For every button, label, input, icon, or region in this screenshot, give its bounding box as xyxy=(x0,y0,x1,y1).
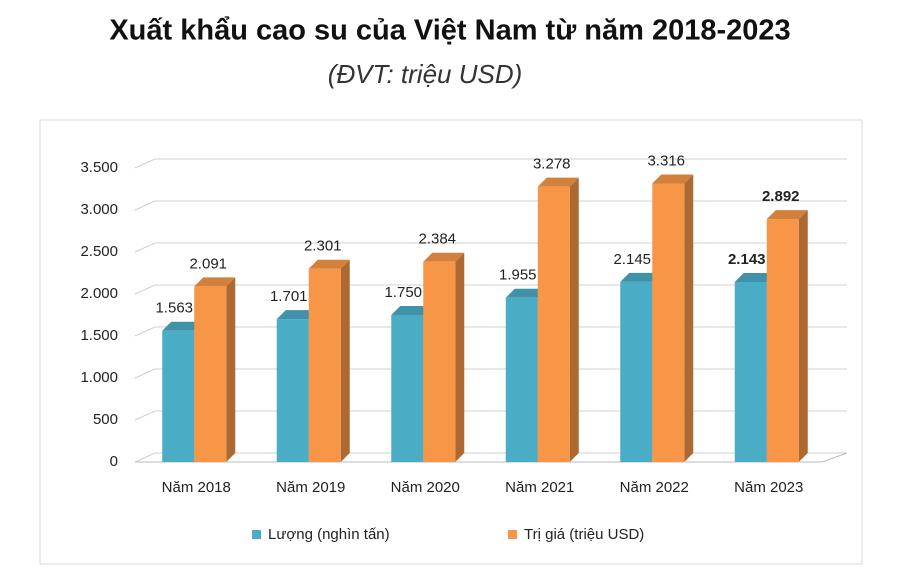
legend-swatch xyxy=(508,530,517,539)
y-tick-label: 1.000 xyxy=(80,369,118,386)
bar xyxy=(766,219,799,462)
bar-side xyxy=(798,210,808,462)
bar-top xyxy=(276,310,318,320)
y-tick-label: 3.000 xyxy=(80,201,118,218)
legend-label: Lượng (nghìn tấn) xyxy=(268,526,390,543)
y-tick-label: 3.500 xyxy=(80,159,118,176)
data-label: 2.091 xyxy=(189,255,227,272)
data-label: 2.301 xyxy=(304,238,342,255)
bar xyxy=(734,281,767,462)
data-label: 3.278 xyxy=(533,156,571,173)
bar-side xyxy=(684,174,694,462)
chart-frame xyxy=(39,119,863,565)
y-tick-label: 2.500 xyxy=(80,243,118,260)
grid-line xyxy=(134,158,847,169)
bar xyxy=(423,261,456,462)
x-tick-label: Năm 2022 xyxy=(620,479,689,496)
data-label: 2.143 xyxy=(728,251,766,268)
bar xyxy=(537,186,570,462)
grid-line xyxy=(134,368,847,379)
grid-line xyxy=(134,200,847,211)
grid-line xyxy=(134,242,847,253)
bar-side xyxy=(226,277,236,462)
bar-top xyxy=(194,277,236,287)
bar-side xyxy=(455,252,465,462)
bar-top xyxy=(423,252,465,262)
bar-top xyxy=(308,259,350,269)
y-tick-label: 500 xyxy=(93,411,118,428)
bar xyxy=(505,297,538,462)
bar-top xyxy=(505,288,547,298)
data-label: 1.955 xyxy=(499,267,537,284)
bar xyxy=(194,286,227,462)
chart-subtitle: (ĐVT: triệu USD) xyxy=(328,59,523,89)
bar xyxy=(276,319,309,462)
bar-top xyxy=(620,272,662,282)
chart-title: Xuất khẩu cao su của Việt Nam từ năm 201… xyxy=(109,15,790,47)
bar-side xyxy=(569,177,579,462)
bar-side xyxy=(340,259,350,462)
x-tick-label: Năm 2021 xyxy=(505,479,574,496)
bar xyxy=(391,315,424,462)
bar xyxy=(652,183,685,462)
data-label: 1.750 xyxy=(384,284,422,301)
x-tick-label: Năm 2023 xyxy=(734,479,803,496)
x-tick-label: Năm 2020 xyxy=(391,479,460,496)
x-tick-label: Năm 2019 xyxy=(276,479,345,496)
data-label: 3.316 xyxy=(647,152,685,169)
bar-top xyxy=(537,177,579,187)
grid-line xyxy=(134,410,847,421)
bar-top xyxy=(734,272,776,282)
data-label: 2.384 xyxy=(418,231,456,248)
bar-top xyxy=(652,174,694,184)
data-label: 1.563 xyxy=(155,300,193,317)
data-label: 2.892 xyxy=(762,188,800,205)
y-tick-label: 0 xyxy=(110,453,118,470)
bar-top xyxy=(162,321,204,331)
floor xyxy=(135,452,848,463)
bar-top xyxy=(391,306,433,315)
grid-line xyxy=(134,326,847,337)
bar xyxy=(162,330,195,462)
bar xyxy=(308,268,341,462)
grid-line xyxy=(134,452,847,463)
legend-label: Trị giá (triệu USD) xyxy=(524,526,644,543)
bar xyxy=(620,281,653,462)
y-tick-label: 2.000 xyxy=(80,285,118,302)
bar-top xyxy=(766,210,808,220)
legend-swatch xyxy=(252,530,261,539)
grid-line xyxy=(134,284,847,295)
data-label: 2.145 xyxy=(613,251,651,268)
x-tick-label: Năm 2018 xyxy=(162,479,231,496)
data-label: 1.701 xyxy=(270,288,308,305)
y-tick-label: 1.500 xyxy=(80,327,118,344)
